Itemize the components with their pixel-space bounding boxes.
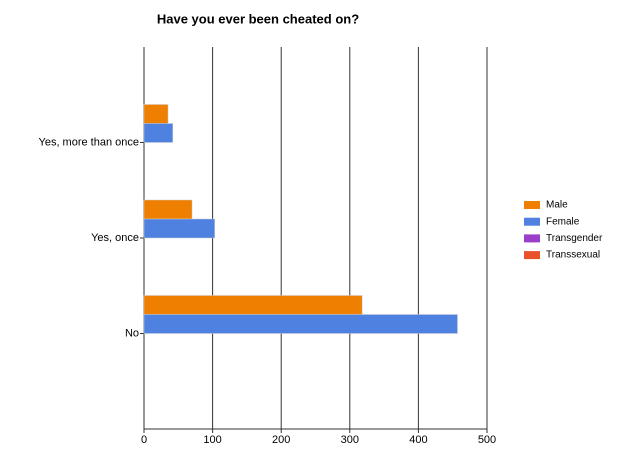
legend-swatch [524,217,540,226]
legend-label: Male [546,200,568,211]
y-tick-label: No [125,327,139,339]
x-tick-label: 100 [203,434,221,446]
legend-swatch [524,234,540,243]
legend-label: Transgender [546,233,603,244]
bar [143,314,458,334]
legend-swatch [524,201,540,209]
x-tick-label: 500 [478,434,496,446]
y-tick-label: Yes, once [91,232,139,244]
x-tick-label: 0 [141,434,147,446]
y-tick-label: Yes, more than once [39,136,140,148]
bar [143,104,169,124]
x-tick-label: 400 [409,434,427,446]
legend-label: Female [546,216,580,227]
legend-swatch [524,251,540,260]
chart-title: Have you ever been cheated on? [157,11,359,26]
bar [143,123,174,143]
legend-label: Transsexual [546,250,600,261]
legend: Male Female Transgender Transsexual [524,200,603,261]
bar [143,218,215,239]
x-tick-label: 200 [272,434,290,446]
bar [143,199,193,220]
bar [143,295,363,315]
x-tick-label: 300 [341,434,359,446]
